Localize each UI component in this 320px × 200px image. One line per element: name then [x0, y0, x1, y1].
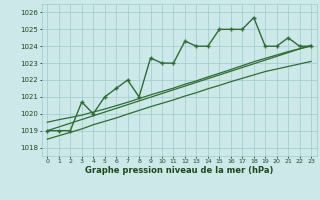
X-axis label: Graphe pression niveau de la mer (hPa): Graphe pression niveau de la mer (hPa)	[85, 166, 273, 175]
